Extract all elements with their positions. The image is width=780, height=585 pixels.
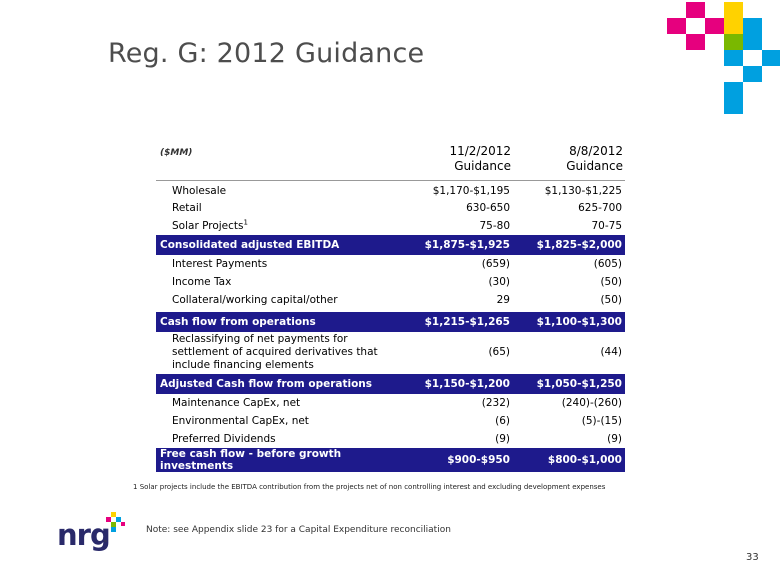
table-row: Income Tax (30) (50) <box>156 273 625 291</box>
appendix-note: Note: see Appendix slide 23 for a Capita… <box>146 525 451 535</box>
row-value-nov: (232) <box>481 396 510 409</box>
square-cyan <box>762 50 780 66</box>
row-value-nov: (65) <box>488 346 510 358</box>
row-value-nov: (659) <box>481 257 510 270</box>
table-row: Retail 630-650 625-700 <box>156 199 625 217</box>
total-value-aug: $1,050-$1,250 <box>536 377 622 390</box>
row-value-nov: (30) <box>488 275 510 288</box>
logo-text: nrg <box>57 518 111 552</box>
row-value-nov: 630-650 <box>466 201 510 214</box>
row-value-nov: 75-80 <box>479 219 510 232</box>
square-yellow <box>724 18 743 34</box>
square-cyan <box>743 34 762 50</box>
table-header-row: ($MM) 11/2/2012 Guidance 8/8/2012 Guidance <box>156 140 625 181</box>
total-row: Consolidated adjusted EBITDA $1,875-$1,9… <box>156 234 625 255</box>
table-row: Reclassifying of net payments for settle… <box>156 332 625 374</box>
unit-label: ($MM) <box>160 148 193 158</box>
row-value-aug: (5)-(15) <box>581 414 622 427</box>
page-title: Reg. G: 2012 Guidance <box>108 38 425 69</box>
total-label: Free cash flow - before growth investmen… <box>160 447 342 472</box>
row-label: Retail <box>172 201 202 214</box>
column-header-nov: 11/2/2012 Guidance <box>449 144 511 173</box>
square-green <box>724 34 743 50</box>
row-label: Income Tax <box>172 275 232 288</box>
footnote-marker: 1 <box>243 218 248 226</box>
table-row: Maintenance CapEx, net (232) (240)-(260) <box>156 394 625 412</box>
row-label: Maintenance CapEx, net <box>172 396 301 409</box>
nrg-logo: nrg ™ <box>57 512 127 552</box>
total-row: Adjusted Cash flow from operations $1,15… <box>156 373 625 394</box>
row-label: Preferred Dividends <box>172 432 276 445</box>
total-value-nov: $900-$950 <box>447 453 510 466</box>
square-cyan <box>743 66 762 82</box>
row-value-aug: (240)-(260) <box>561 396 622 409</box>
row-value-nov: 29 <box>496 293 510 306</box>
logo-squares-icon <box>106 512 125 532</box>
footnote-mark: 1 <box>133 483 138 491</box>
total-value-aug: $800-$1,000 <box>547 453 622 466</box>
square-cyan <box>724 50 743 66</box>
row-value-aug: (9) <box>607 432 622 445</box>
row-value-aug: (50) <box>600 293 622 306</box>
footnote-text: Solar projects include the EBITDA contri… <box>139 483 606 491</box>
row-value-aug: (44) <box>600 346 622 358</box>
total-value-nov: $1,150-$1,200 <box>424 377 510 390</box>
page-number: 33 <box>746 552 759 563</box>
column-header-aug: 8/8/2012 Guidance <box>566 144 623 173</box>
row-label: Reclassifying of net payments for settle… <box>172 333 378 371</box>
square-cyan <box>743 18 762 34</box>
row-label: Interest Payments <box>172 257 268 270</box>
square-magenta <box>705 18 724 34</box>
total-row: Free cash flow - before growth investmen… <box>156 447 625 472</box>
row-label: Collateral/working capital/other <box>172 293 338 306</box>
table-row: Preferred Dividends (9) (9) <box>156 430 625 448</box>
row-label: Wholesale <box>172 184 227 197</box>
total-label: Adjusted Cash flow from operations <box>160 377 373 390</box>
total-label: Cash flow from operations <box>160 315 316 328</box>
footnote: 1 Solar projects include the EBITDA cont… <box>133 483 605 491</box>
square-yellow <box>724 2 743 18</box>
row-value-nov: $1,170-$1,195 <box>432 184 510 197</box>
total-row: Cash flow from operations $1,215-$1,265 … <box>156 311 625 332</box>
logo-trademark: ™ <box>103 540 108 546</box>
table-row: Collateral/working capital/other 29 (50) <box>156 291 625 309</box>
square-cyan <box>724 82 743 98</box>
square-cyan <box>724 98 743 114</box>
row-value-aug: 70-75 <box>591 219 622 232</box>
guidance-table: ($MM) 11/2/2012 Guidance 8/8/2012 Guidance… <box>156 140 625 472</box>
total-value-aug: $1,825-$2,000 <box>536 238 622 251</box>
row-label: Solar Projects1 <box>172 218 248 232</box>
table-row: Solar Projects1 75-80 70-75 <box>156 217 625 235</box>
square-magenta <box>667 18 686 34</box>
total-value-nov: $1,875-$1,925 <box>424 238 510 251</box>
row-value-nov: (6) <box>495 414 510 427</box>
row-value-aug: (605) <box>593 257 622 270</box>
row-value-aug: $1,130-$1,225 <box>544 184 622 197</box>
guidance-table-container: ($MM) 11/2/2012 Guidance 8/8/2012 Guidance… <box>156 140 625 472</box>
row-value-aug: (50) <box>600 275 622 288</box>
row-value-nov: (9) <box>495 432 510 445</box>
square-magenta <box>686 2 705 18</box>
square-magenta <box>686 34 705 50</box>
table-row: Wholesale $1,170-$1,195 $1,130-$1,225 <box>156 181 625 199</box>
total-value-nov: $1,215-$1,265 <box>424 315 510 328</box>
total-label: Consolidated adjusted EBITDA <box>160 238 340 251</box>
row-label: Environmental CapEx, net <box>172 414 309 427</box>
total-value-aug: $1,100-$1,300 <box>536 315 622 328</box>
row-value-aug: 625-700 <box>578 201 622 214</box>
table-row: Environmental CapEx, net (6) (5)-(15) <box>156 412 625 430</box>
table-row: Interest Payments (659) (605) <box>156 255 625 273</box>
